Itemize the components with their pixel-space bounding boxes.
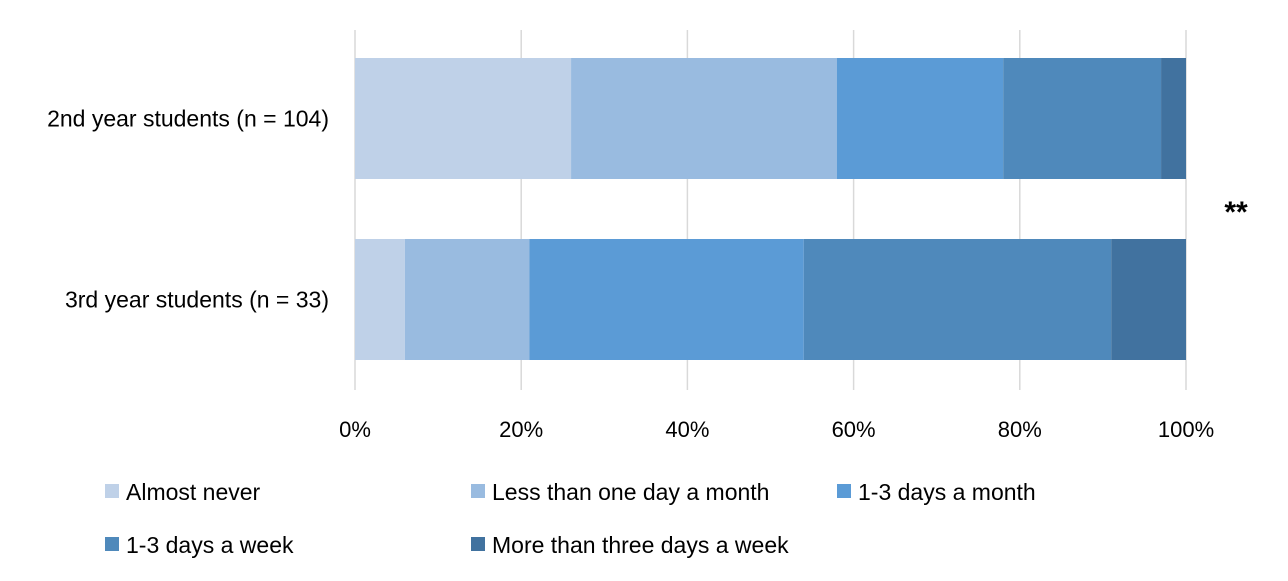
legend-swatch (105, 484, 119, 498)
x-tick-label: 20% (499, 417, 543, 442)
bar-segment (803, 239, 1112, 360)
x-tick-label: 60% (832, 417, 876, 442)
legend-label: Almost never (126, 479, 261, 505)
category-label: 2nd year students (n = 104) (47, 106, 329, 132)
bar-segment (1111, 239, 1186, 360)
category-label: 3rd year students (n = 33) (65, 287, 329, 313)
legend-label: 1-3 days a week (126, 532, 294, 558)
legend-swatch (105, 537, 119, 551)
legend-label: Less than one day a month (492, 479, 769, 505)
legend: Almost never Less than one day a month 1-3… (105, 479, 1036, 558)
legend-label: More than three days a week (492, 532, 789, 558)
bar-segment (404, 239, 530, 360)
bars (355, 58, 1186, 360)
bar-segment (1003, 58, 1162, 179)
bar-segment (355, 239, 405, 360)
x-tick-label: 80% (998, 417, 1042, 442)
bar-segment (571, 58, 837, 179)
x-tick-label: 100% (1158, 417, 1214, 442)
x-tick-label: 0% (339, 417, 371, 442)
legend-swatch (837, 484, 851, 498)
legend-swatch (471, 484, 485, 498)
bar-segment (355, 58, 572, 179)
bar-segment (1161, 58, 1186, 179)
legend-label: 1-3 days a month (858, 479, 1036, 505)
x-tick-label: 40% (665, 417, 709, 442)
category-labels: 2nd year students (n = 104) 3rd year stud… (47, 106, 329, 313)
legend-swatch (471, 537, 485, 551)
significance-annotation: ** (1224, 196, 1248, 229)
bar-segment (836, 58, 1004, 179)
x-axis-ticks: 0% 20% 40% 60% 80% 100% (339, 417, 1214, 442)
bar-segment (529, 239, 804, 360)
